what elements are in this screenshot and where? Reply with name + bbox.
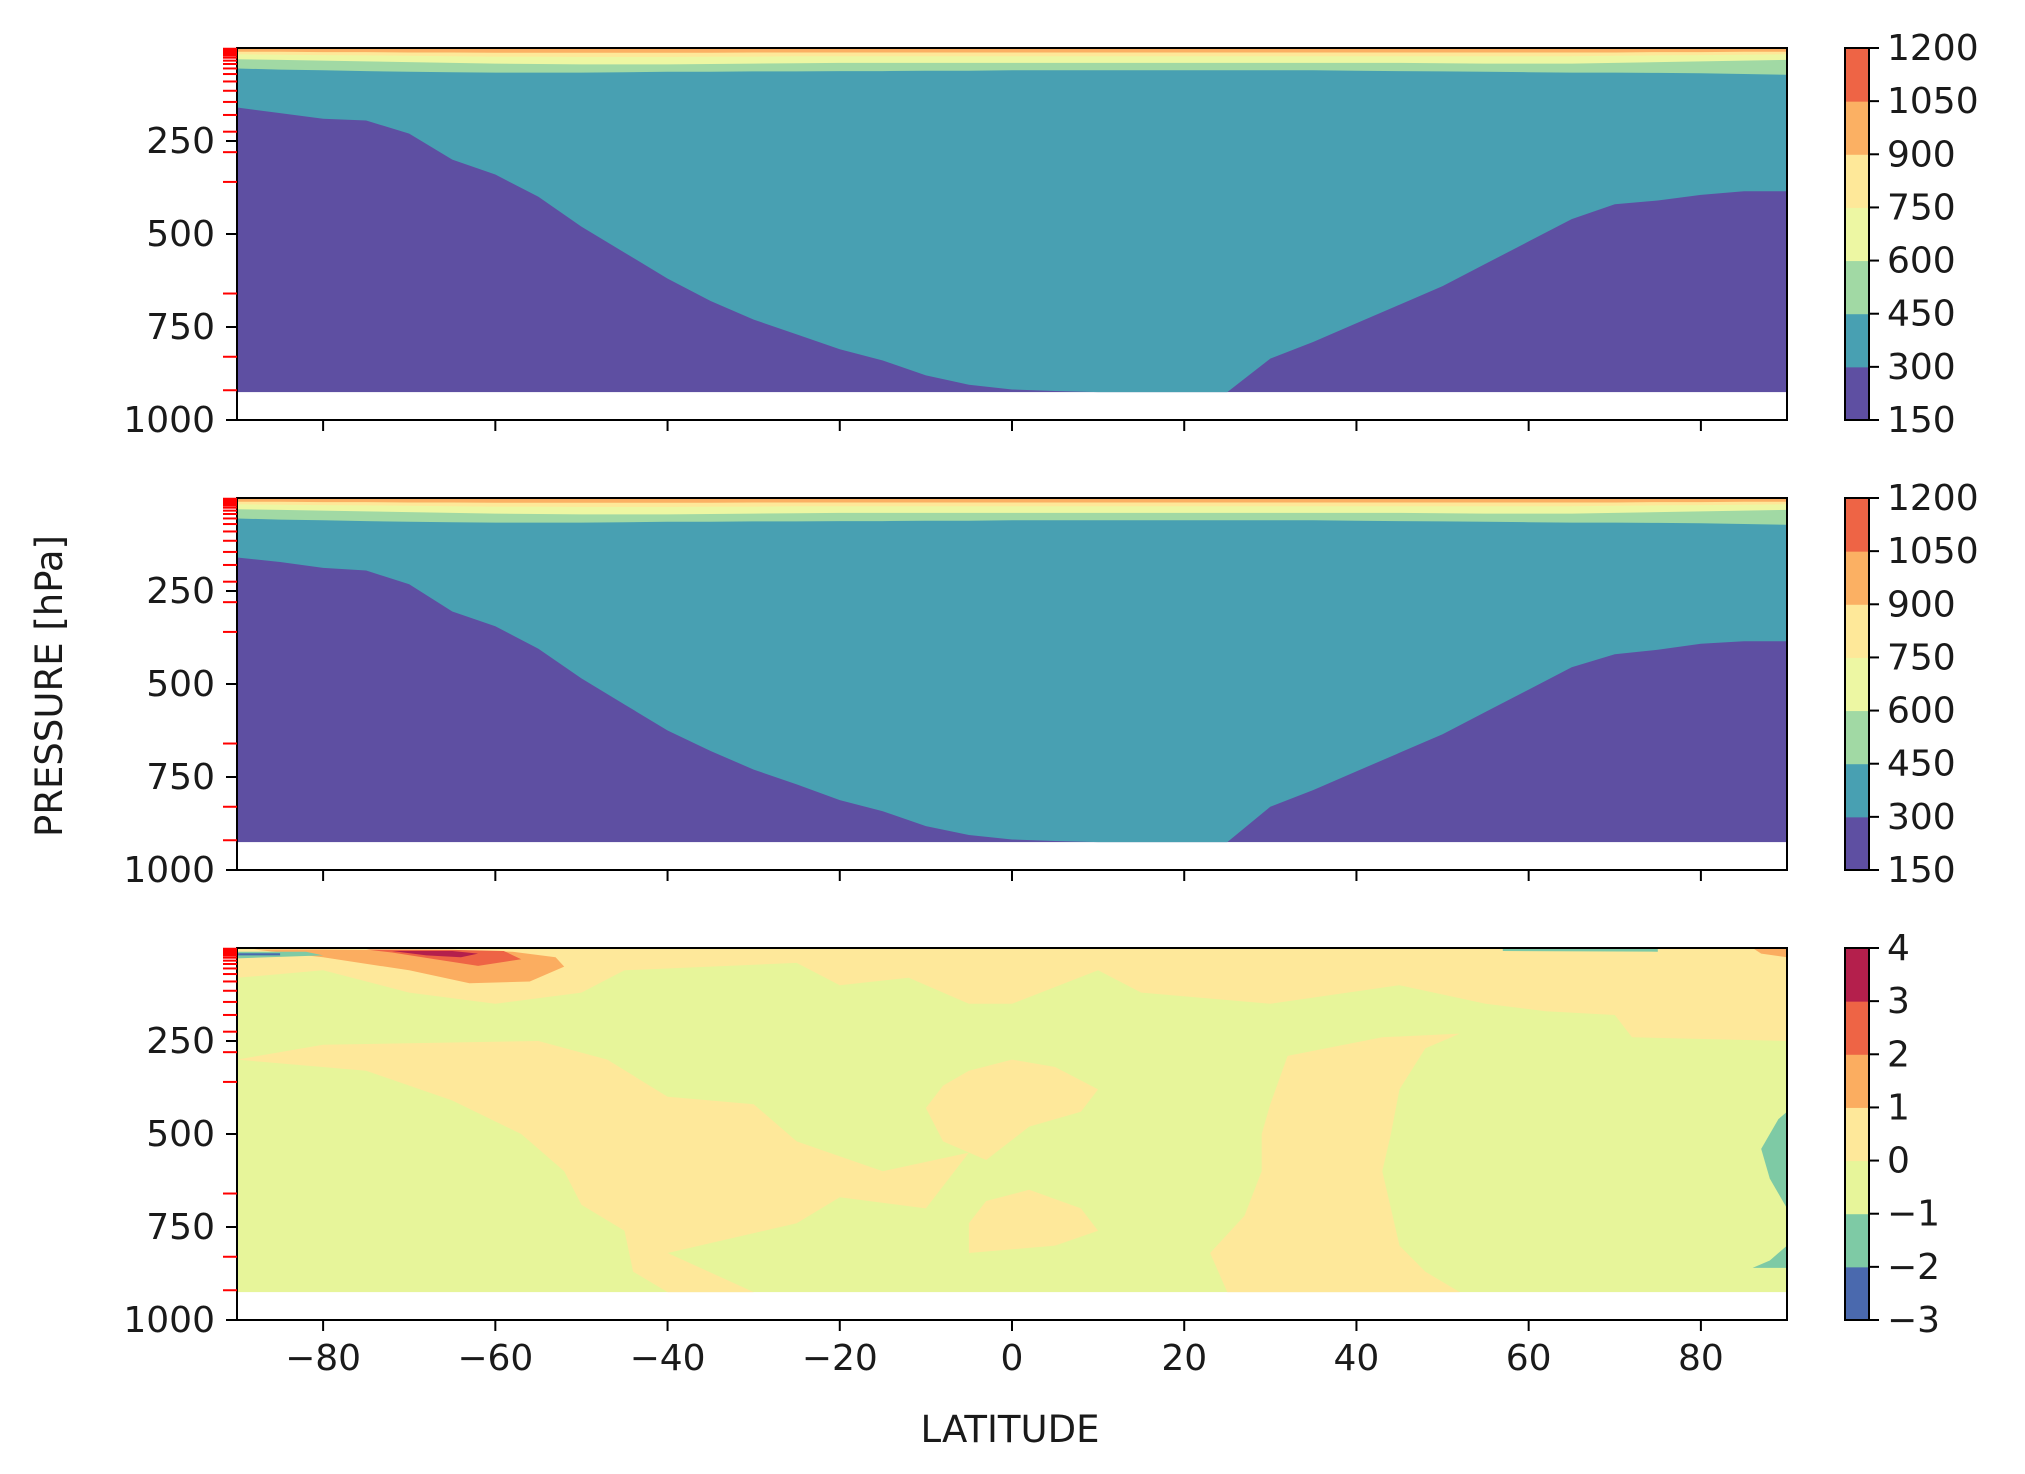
y-tick-label: 250: [146, 571, 215, 612]
contour-region-13: [237, 953, 281, 956]
axes-middle: 250 500 750 1000: [123, 497, 1788, 891]
colorbar-frame: [1844, 497, 1870, 871]
colorbar-segment: [1845, 1054, 1869, 1108]
colorbar-segment: [1845, 551, 1869, 605]
colorbar-tick-label: 1200: [1887, 478, 1979, 519]
colorbar-tick-label: 150: [1887, 850, 1956, 891]
y-tick-label: 500: [146, 1114, 215, 1155]
colorbar-tick-label: 900: [1887, 134, 1956, 175]
contour-region-10: [1761, 1111, 1787, 1209]
colorbar-segment: [1845, 763, 1869, 818]
colorbar-segment: [1845, 1266, 1869, 1321]
colorbar-tick-label: 1200: [1887, 28, 1979, 69]
colorbar-tick-label: −3: [1887, 1300, 1940, 1341]
colorbar-tick-label: 3: [1887, 981, 1910, 1022]
y-tick-label: 250: [146, 121, 215, 162]
panel-middle: 250 500 750 1000 150 300 450 600 750 900 1050 1200: [123, 478, 1978, 891]
colorbar-segment: [1845, 260, 1869, 315]
colorbar-segment: [1845, 604, 1869, 658]
y-tick-label: 750: [146, 757, 215, 798]
colorbar-frame: [1844, 947, 1870, 1321]
contour-plot-top: [237, 48, 1787, 393]
colorbar-tick-label: 4: [1887, 928, 1910, 969]
x-tick-label: −40: [630, 1338, 706, 1379]
contour-band-900: [237, 498, 1787, 503]
panel-top: 250 500 750 1000 150 300 450 600 750 900 1050 1200: [123, 28, 1978, 441]
colorbar-tick-label: 1050: [1887, 81, 1979, 122]
contour-region-3: [968, 1189, 1099, 1253]
colorbar-tick-label: 900: [1887, 584, 1956, 625]
colorbar-segment: [1845, 207, 1869, 262]
contour-plot-bottom: [237, 948, 1787, 1293]
contour-region-7: [366, 949, 522, 966]
colorbar-segment: [1845, 657, 1869, 712]
colorbar-bottom: −3 −2 −1 0 1 2 3 4: [1844, 928, 1940, 1341]
contour-region-8: [392, 951, 479, 958]
colorbar-tick-label: 750: [1887, 187, 1956, 228]
x-tick-label: −60: [457, 1338, 533, 1379]
contour-region-6: [1752, 948, 1787, 958]
colorbar-segment: [1845, 48, 1869, 102]
colorbar-tick-label: 300: [1887, 347, 1956, 388]
contour-band-900: [237, 48, 1787, 53]
contour-band-300: [237, 48, 1787, 393]
colorbar-segment: [1845, 154, 1869, 208]
colorbar-tick-label: 600: [1887, 241, 1956, 282]
y-tick-label: 1000: [123, 400, 215, 441]
x-axis-title: LATITUDE: [921, 1408, 1100, 1451]
colorbar-segment: [1845, 948, 1869, 1002]
colorbar-segment: [1845, 101, 1869, 155]
contour-region-1: [237, 1041, 969, 1293]
colorbar-tick-label: 450: [1887, 294, 1956, 335]
contour-region-4: [1210, 1033, 1460, 1293]
colorbar-tick-label: 1: [1887, 1087, 1910, 1128]
colorbar-segment: [1845, 1213, 1869, 1268]
colorbar-segment: [1845, 1001, 1869, 1055]
contour-region-0: [237, 948, 1787, 1041]
colorbar-middle: 150 300 450 600 750 900 1050 1200: [1844, 478, 1979, 891]
colorbar-segment: [1845, 313, 1869, 368]
y-tick-label: 750: [146, 307, 215, 348]
colorbar-segment: [1845, 1160, 1869, 1215]
y-tick-label: 1000: [123, 850, 215, 891]
colorbar-segment: [1845, 710, 1869, 765]
colorbar-tick-label: 0: [1887, 1141, 1910, 1182]
colorbar-tick-label: 450: [1887, 744, 1956, 785]
y-tick-label: 500: [146, 664, 215, 705]
contour-band-300: [237, 498, 1787, 843]
x-tick-label: 40: [1334, 1338, 1380, 1379]
colorbar-frame: [1844, 47, 1870, 421]
x-tick-label: 20: [1161, 1338, 1207, 1379]
x-tick-label: −20: [802, 1338, 878, 1379]
colorbar-tick-label: −1: [1887, 1194, 1940, 1235]
x-tick-label: 60: [1506, 1338, 1552, 1379]
y-tick-label: 250: [146, 1021, 215, 1062]
colorbar-tick-label: 2: [1887, 1034, 1910, 1075]
colorbar-tick-label: 300: [1887, 797, 1956, 838]
contour-region-2: [925, 1059, 1099, 1160]
colorbar-tick-label: 1050: [1887, 531, 1979, 572]
colorbar-segment: [1845, 366, 1869, 421]
y-tick-label: 1000: [123, 1300, 215, 1341]
colorbar-top: 150 300 450 600 750 900 1050 1200: [1844, 28, 1979, 441]
y-axis-title: PRESSURE [hPa]: [28, 535, 71, 837]
x-tick-label: 80: [1678, 1338, 1724, 1379]
colorbar-tick-label: −2: [1887, 1247, 1940, 1288]
contour-region-11: [1752, 1245, 1787, 1268]
colorbar-tick-label: 150: [1887, 400, 1956, 441]
colorbar-segment: [1845, 498, 1869, 552]
x-tick-label: −80: [285, 1338, 361, 1379]
colorbar-tick-label: 750: [1887, 637, 1956, 678]
y-tick-label: 500: [146, 214, 215, 255]
x-tick-label: 0: [1001, 1338, 1024, 1379]
colorbar-segment: [1845, 816, 1869, 871]
axes-top: 250 500 750 1000: [123, 47, 1788, 441]
colorbar-segment: [1845, 1107, 1869, 1162]
y-tick-label: 750: [146, 1207, 215, 1248]
axes-bottom: 250 500 750 1000 −80 −60 −40 −20 0 20 40 60 80: [123, 947, 1788, 1379]
contour-plot-middle: [237, 498, 1787, 843]
colorbar-tick-label: 600: [1887, 691, 1956, 732]
